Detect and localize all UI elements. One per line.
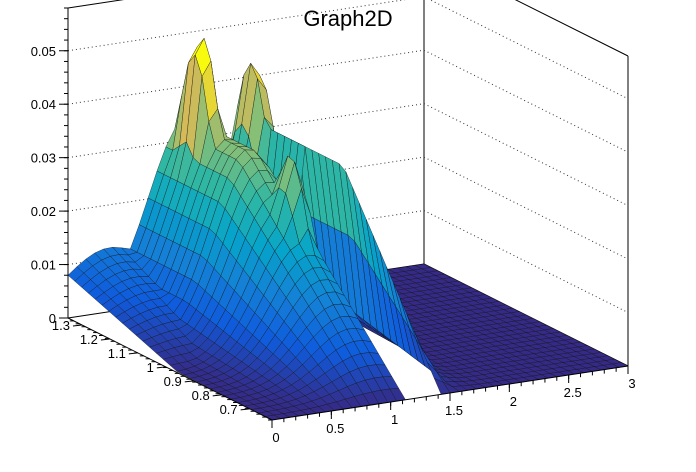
z-tick-label: 0.03: [31, 151, 56, 166]
grid-line-z: [423, 103, 629, 207]
z-tick-label: 0: [49, 311, 56, 326]
y-tick-label: 0.8: [192, 388, 210, 403]
x-tick-label: 1: [391, 412, 398, 427]
x-tick-label: 3: [628, 376, 635, 391]
y-tick: [212, 394, 222, 397]
y-tick: [72, 324, 83, 327]
y-tick-label: 0.7: [220, 402, 238, 417]
y-tick-label: 1.1: [108, 346, 126, 361]
x-tick-label: 0.5: [326, 421, 344, 436]
chart-title: Graph2D: [303, 6, 392, 31]
z-tick-label: 0.01: [31, 258, 56, 273]
x-tick-label: 0: [272, 430, 279, 445]
grid-line-z: [423, 49, 629, 153]
y-tick-label: 1: [147, 360, 154, 375]
x-tick-label: 1.5: [445, 403, 463, 418]
grid-line-z: [67, 0, 406, 52]
z-tick-label: 0.02: [31, 204, 56, 219]
axes: 00.511.522.530.70.80.911.11.21.300.010.0…: [31, 7, 636, 445]
surface-mesh: [67, 37, 629, 421]
z-tick-label: 0.04: [31, 97, 56, 112]
grid-line-z: [429, 0, 629, 100]
y-tick-label: 1.2: [80, 332, 98, 347]
y-tick: [100, 338, 110, 341]
y-tick: [184, 380, 194, 383]
x-tick-label: 2: [510, 394, 517, 409]
y-tick-label: 1.3: [52, 318, 70, 333]
box-edge: [514, 0, 629, 57]
y-tick-label: 0.9: [164, 374, 182, 389]
grid-line-z: [423, 156, 629, 260]
x-tick-label: 2.5: [564, 385, 582, 400]
z-tick-label: 0.05: [31, 44, 56, 59]
y-tick: [240, 408, 250, 411]
